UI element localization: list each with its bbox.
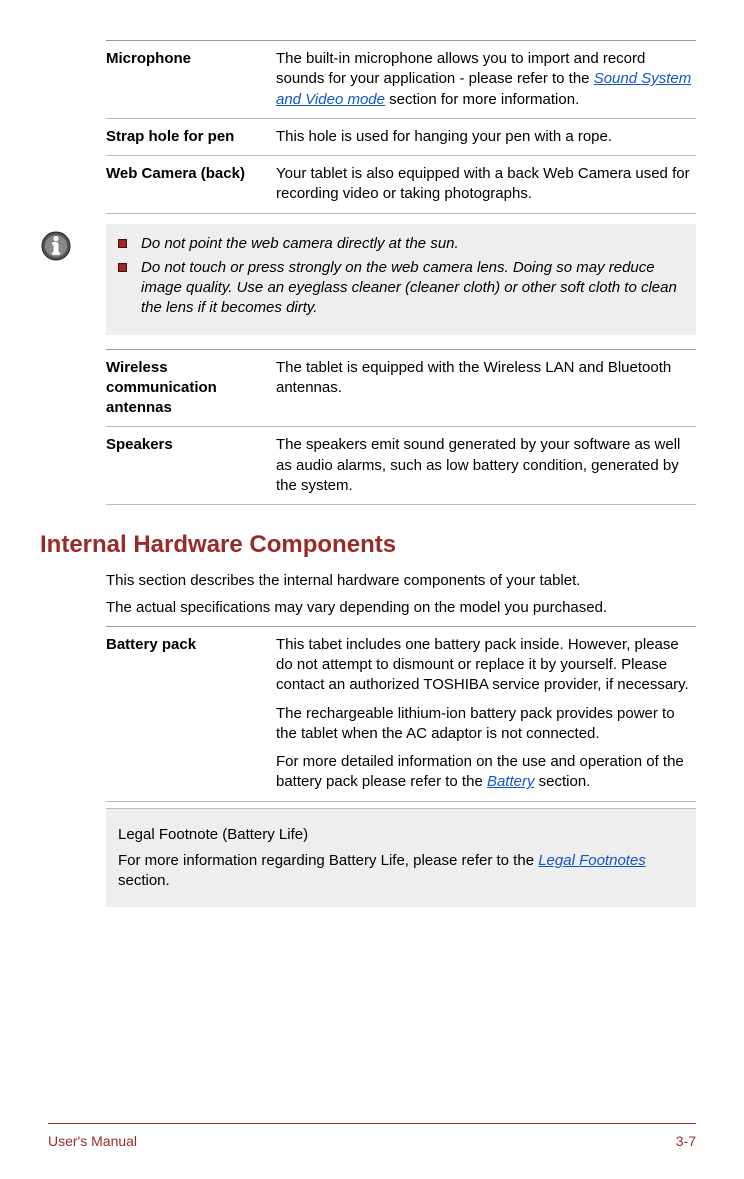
info-box: Do not point the web camera directly at … (106, 224, 696, 335)
text: The built-in microphone allows you to im… (276, 50, 645, 87)
info-text: Do not touch or press strongly on the we… (141, 258, 684, 319)
table-row: Strap hole for pen This hole is used for… (106, 118, 696, 155)
spec-table-external: Microphone The built-in microphone allow… (106, 40, 696, 214)
page-footer: User's Manual 3-7 (48, 1123, 696, 1151)
battery-table: Battery pack This tabet includes one bat… (106, 626, 696, 802)
battery-p2: The rechargeable lithium-ion battery pac… (276, 704, 692, 745)
spec-label: Strap hole for pen (106, 118, 276, 155)
text: section. (118, 872, 170, 889)
info-bullet: Do not touch or press strongly on the we… (118, 258, 684, 319)
spec-desc: The speakers emit sound generated by you… (276, 427, 696, 505)
section-heading: Internal Hardware Components (40, 529, 696, 561)
legal-footnotes-link[interactable]: Legal Footnotes (538, 852, 646, 869)
legal-body: For more information regarding Battery L… (118, 851, 684, 892)
legal-title: Legal Footnote (Battery Life) (118, 825, 684, 845)
spec-table-1: Microphone The built-in microphone allow… (106, 40, 696, 214)
info-text: Do not point the web camera directly at … (141, 234, 684, 254)
table-row: Wireless communication antennas The tabl… (106, 349, 696, 427)
info-icon (40, 230, 72, 262)
page: Microphone The built-in microphone allow… (0, 0, 744, 907)
section-body: This section describes the internal hard… (106, 571, 696, 907)
table-row: Battery pack This tabet includes one bat… (106, 626, 696, 801)
footer-right: 3-7 (676, 1132, 696, 1151)
spec-desc: Your tablet is also equipped with a back… (276, 156, 696, 214)
table-row: Speakers The speakers emit sound generat… (106, 427, 696, 505)
spec-label: Battery pack (106, 626, 276, 801)
spec-table-external-2: Wireless communication antennas The tabl… (106, 349, 696, 506)
spec-label: Wireless communication antennas (106, 349, 276, 427)
spec-desc: This tabet includes one battery pack ins… (276, 626, 696, 801)
spec-table-2: Wireless communication antennas The tabl… (106, 349, 696, 506)
table-row: Microphone The built-in microphone allow… (106, 41, 696, 119)
spec-label: Web Camera (back) (106, 156, 276, 214)
battery-link[interactable]: Battery (487, 773, 535, 790)
intro-para: This section describes the internal hard… (106, 571, 696, 591)
bullet-square-icon (118, 239, 127, 248)
spec-desc: This hole is used for hanging your pen w… (276, 118, 696, 155)
intro-para: The actual specifications may vary depen… (106, 598, 696, 618)
info-icon-wrap (40, 224, 106, 335)
text: For more detailed information on the use… (276, 753, 684, 790)
info-bullet: Do not point the web camera directly at … (118, 234, 684, 254)
bullet-square-icon (118, 263, 127, 272)
text: For more information regarding Battery L… (118, 852, 538, 869)
footer-left: User's Manual (48, 1132, 137, 1151)
battery-p3: For more detailed information on the use… (276, 752, 692, 793)
legal-footnote-box: Legal Footnote (Battery Life) For more i… (106, 808, 696, 908)
spec-desc: The tablet is equipped with the Wireless… (276, 349, 696, 427)
text: section for more information. (385, 91, 579, 108)
spec-label: Speakers (106, 427, 276, 505)
table-row: Web Camera (back) Your tablet is also eq… (106, 156, 696, 214)
info-callout: Do not point the web camera directly at … (40, 224, 696, 335)
battery-p1: This tabet includes one battery pack ins… (276, 635, 692, 696)
text: section. (534, 773, 590, 790)
spec-label: Microphone (106, 41, 276, 119)
spec-desc: The built-in microphone allows you to im… (276, 41, 696, 119)
